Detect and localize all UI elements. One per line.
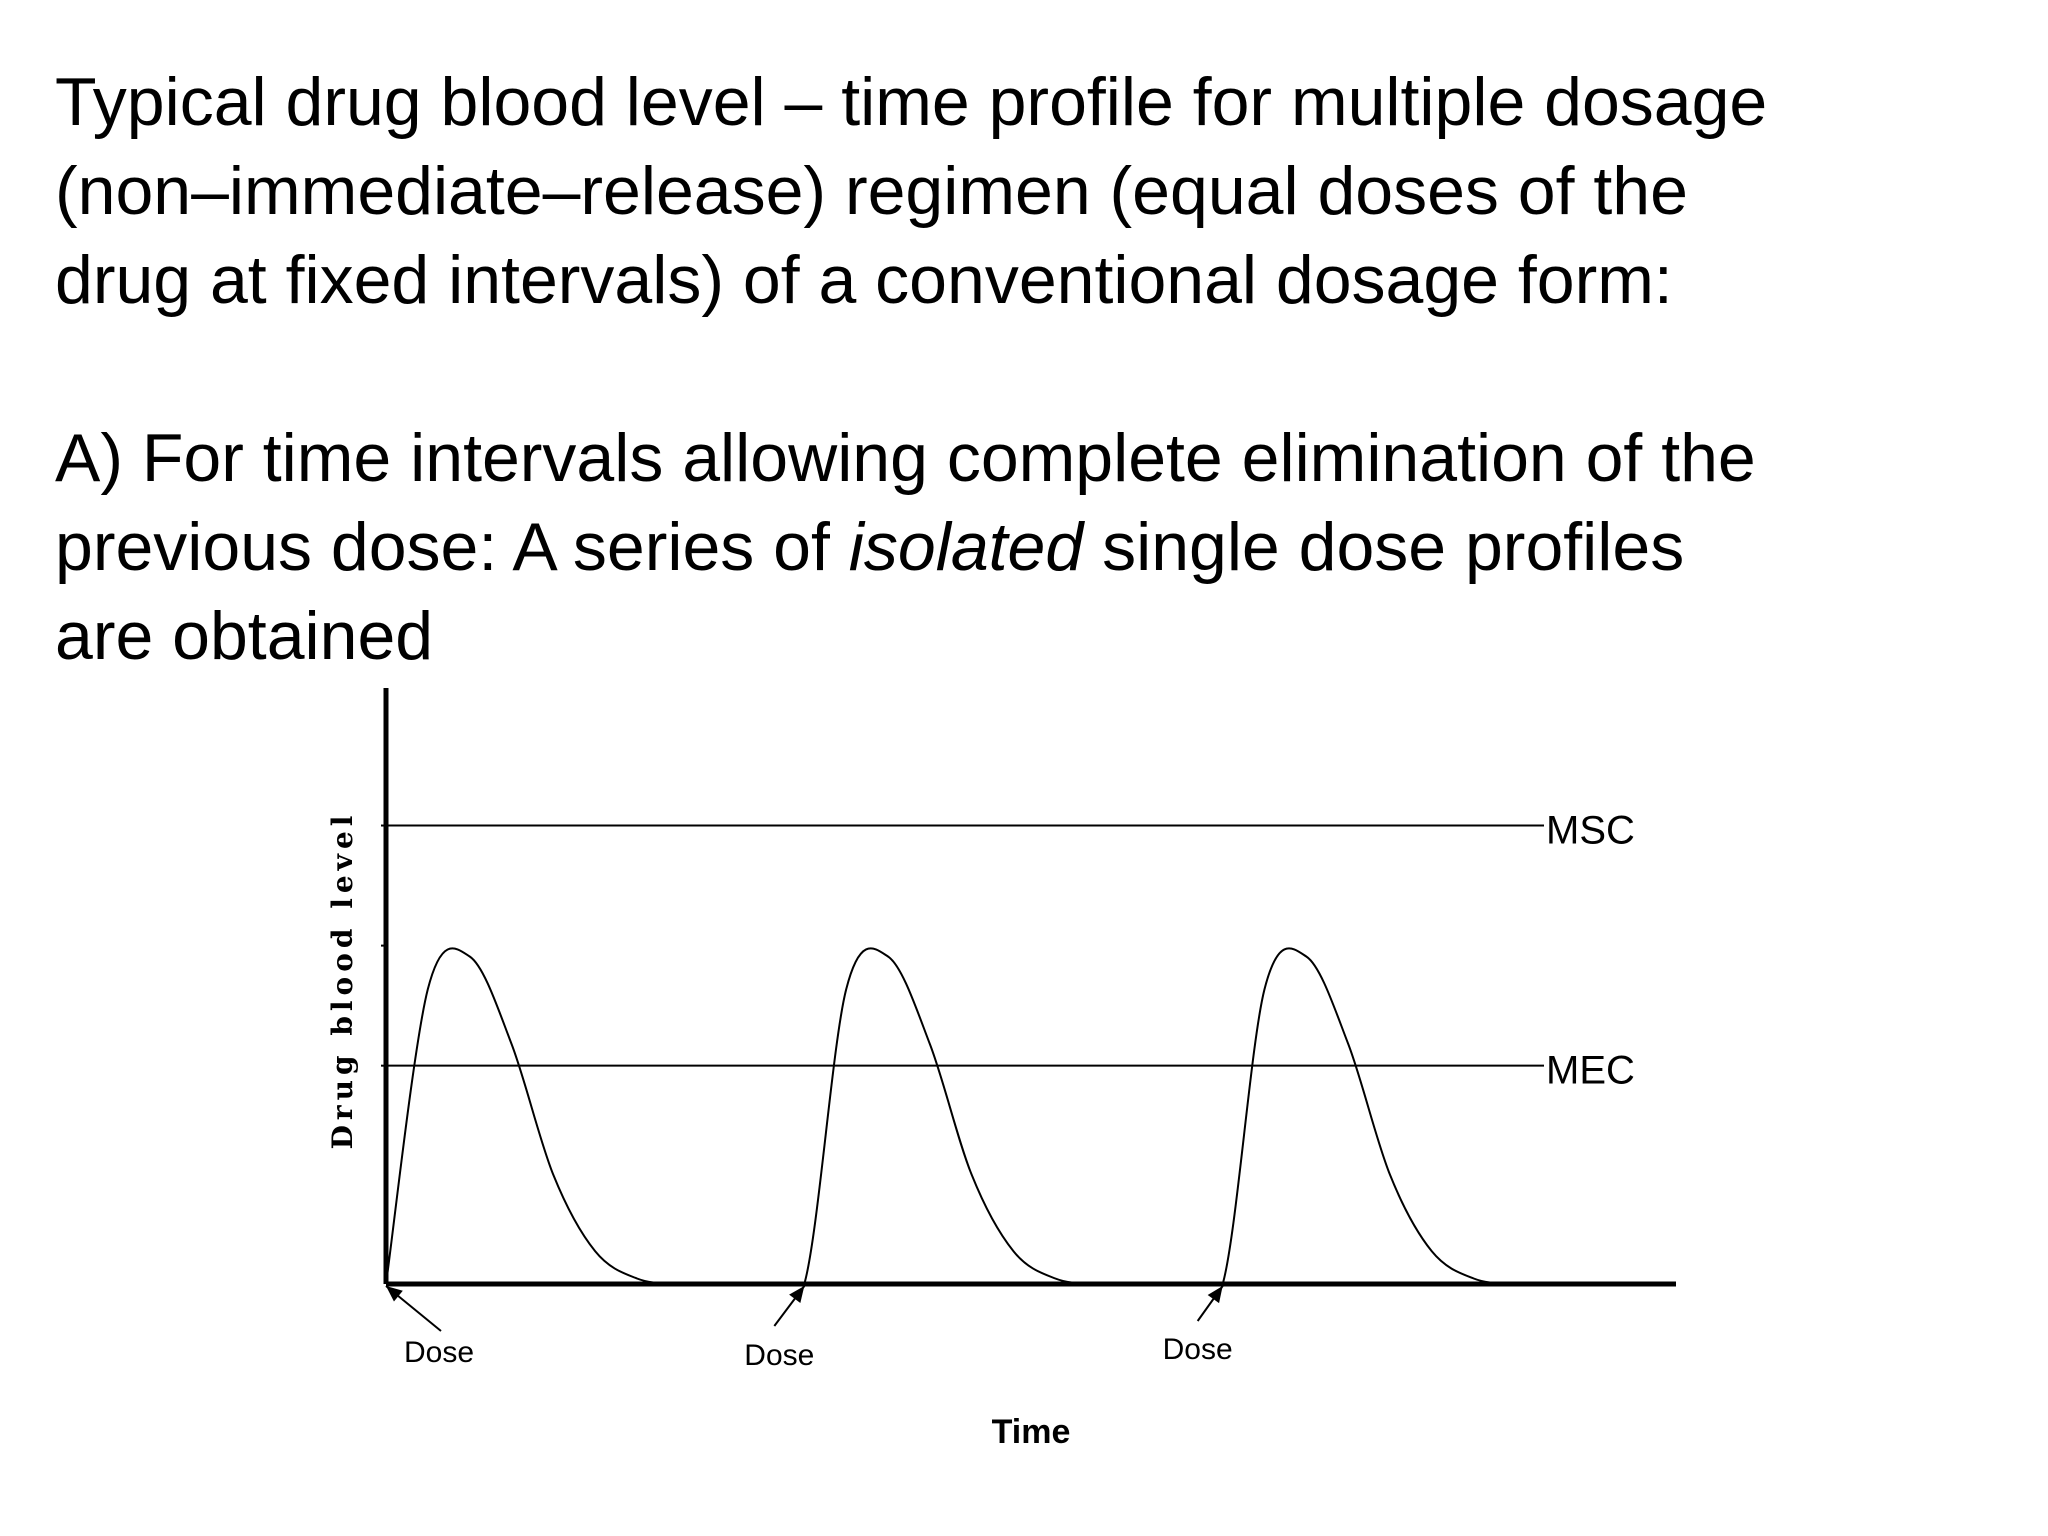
point-a-text: single dose profiles <box>1083 509 1685 585</box>
dose-markers-group: Dose Dose Dose <box>385 1285 1233 1372</box>
heading-line: Typical drug blood level – time profile … <box>55 64 1768 140</box>
heading-line: drug at fixed intervals) of a convention… <box>55 242 1673 318</box>
series-line <box>385 947 1641 1285</box>
dose-label: Dose <box>1163 1333 1233 1366</box>
reference-line-label: MEC <box>1546 1049 1635 1093</box>
dose-label: Dose <box>744 1339 814 1372</box>
dose-arrowhead <box>1207 1286 1223 1304</box>
x-axis-label: Time <box>992 1413 1071 1451</box>
reference-lines-group: MSC MEC <box>386 809 1635 1093</box>
reference-line-label: MSC <box>1546 809 1635 853</box>
point-a-line: are obtained <box>55 598 434 674</box>
point-a-emphasis: isolated <box>848 509 1084 585</box>
dose-arrowhead <box>789 1286 805 1303</box>
dose-label: Dose <box>404 1336 474 1369</box>
heading-line: (non–immediate–release) regimen (equal d… <box>55 153 1688 229</box>
point-a-line: A) For time intervals allowing complete … <box>55 420 1756 496</box>
slide-text: Typical drug blood level – time profile … <box>55 58 2015 681</box>
dose-arrowhead <box>386 1286 403 1302</box>
y-axis-label: Drug blood level <box>326 811 359 1150</box>
y-axis-ticks <box>381 824 386 1067</box>
point-a-text: previous dose: A series of <box>55 509 849 585</box>
point-a-line: previous dose: A series of isolated sing… <box>55 503 2015 592</box>
